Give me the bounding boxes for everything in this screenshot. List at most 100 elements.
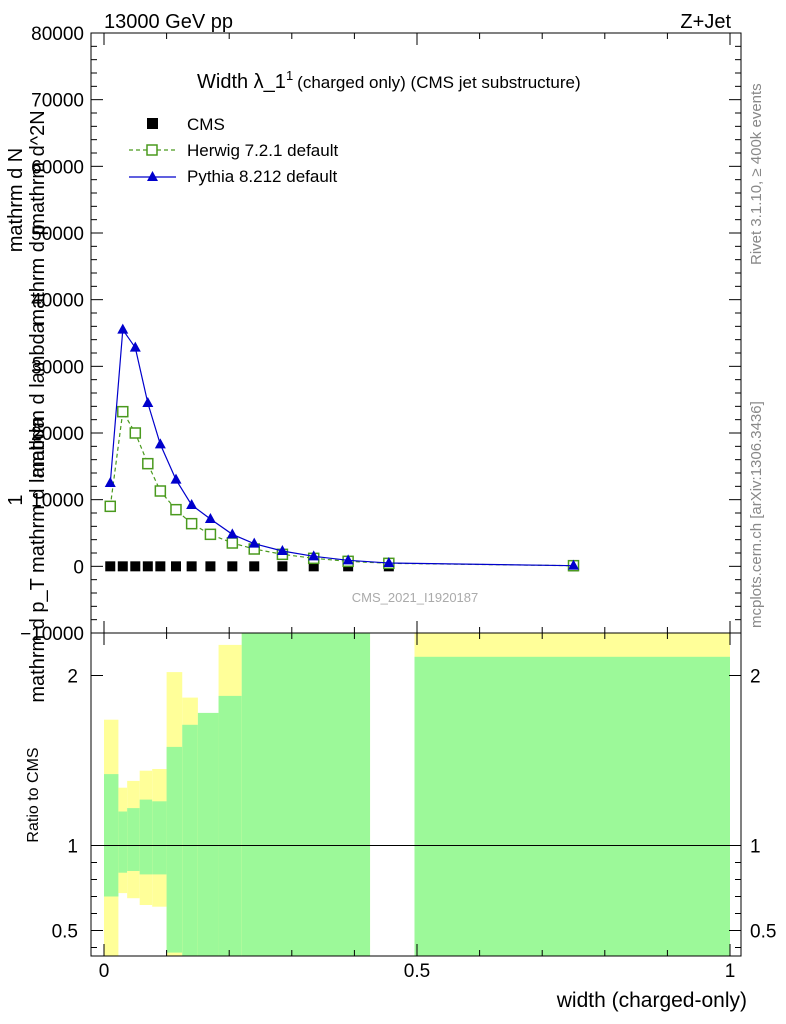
ratio-y-axis-label: Ratio to CMS xyxy=(25,747,42,842)
data-point-cms xyxy=(105,561,116,572)
data-point-cms xyxy=(130,561,141,572)
ratio-tick-label-left: 1 xyxy=(67,837,78,858)
data-point-herwig xyxy=(185,517,198,530)
ratio-y-tick-labels: 0.5 0.5 1 1 2 2 xyxy=(52,667,777,943)
data-point-cms xyxy=(277,561,288,572)
ratio-tick-label-right: 1 xyxy=(750,837,761,858)
ratio-ticks xyxy=(91,675,741,948)
title-superscript: 1 xyxy=(286,68,293,83)
data-point-pythia xyxy=(129,341,141,352)
data-point-herwig xyxy=(129,427,142,439)
ratio-bands xyxy=(104,633,730,956)
y-label-segment-2: mathrm d N xyxy=(5,148,27,252)
watermark: CMS_2021_I1920187 xyxy=(352,590,479,605)
data-point-cms xyxy=(142,561,153,572)
ratio-tick-label-right: 2 xyxy=(750,667,761,688)
x-tick-label: 0 xyxy=(99,961,110,982)
y-tick-label: 10000 xyxy=(31,491,84,512)
mcplots-label: mcplots.cern.ch [arXiv:1306.3436] xyxy=(748,401,765,628)
ratio-band-inner xyxy=(197,712,219,956)
main-y-tick-labels: −10000 0 10000 20000 30000 40000 50000 60000 700… xyxy=(20,24,84,645)
ratio-band-inner xyxy=(104,774,119,897)
title-rest: (charged only) (CMS jet substructure) xyxy=(297,73,580,92)
legend-pythia-marker xyxy=(147,171,158,181)
legend-pythia-label: Pythia 8.212 default xyxy=(187,167,338,186)
y-label-segment-4: mathrm d p xyxy=(27,224,49,325)
data-point-pythia xyxy=(383,557,395,567)
data-point-herwig xyxy=(117,405,129,418)
data-point-pythia xyxy=(154,438,166,449)
rivet-label: Rivet 3.1.10, ≥ 400k events xyxy=(748,83,765,265)
data-point-cms xyxy=(170,561,181,572)
data-point-herwig xyxy=(170,503,182,516)
main-panel: −10000 0 10000 20000 30000 40000 50000 60000 700… xyxy=(5,24,742,703)
legend-cms-marker xyxy=(147,118,158,129)
data-point-pythia xyxy=(568,559,579,570)
ratio-band-inner xyxy=(414,656,730,956)
x-ticks xyxy=(103,633,731,956)
title-main: Width λ_1 xyxy=(197,71,286,93)
ratio-tick-label-right: 0.5 xyxy=(750,922,776,943)
ratio-band-inner xyxy=(241,633,371,956)
ratio-band-inner xyxy=(152,801,167,875)
main-y-ticks xyxy=(91,32,741,634)
series-layer xyxy=(104,323,580,572)
x-tick-label: 0.5 xyxy=(404,961,430,982)
y-label-segment-6: mathrm d p_T mathrm d lambda xyxy=(27,416,49,702)
y-tick-label: 30000 xyxy=(31,357,84,378)
data-point-cms xyxy=(205,561,216,572)
data-point-herwig xyxy=(142,457,154,470)
x-tick-label: 1 xyxy=(725,961,736,982)
ratio-tick-label-left: 0.5 xyxy=(52,922,78,943)
data-point-pythia xyxy=(186,499,198,509)
x-tick-labels: 0 0.5 1 xyxy=(99,961,736,982)
data-point-pythia xyxy=(170,473,182,484)
data-point-herwig xyxy=(154,485,167,497)
series-line-herwig xyxy=(109,409,574,567)
chart-title: Width λ_11 (charged only) (CMS jet substr… xyxy=(197,68,581,93)
ratio-band-inner xyxy=(118,811,128,873)
y-tick-label: −10000 xyxy=(20,624,84,645)
data-point-cms xyxy=(155,561,166,572)
data-point-cms xyxy=(249,561,260,572)
y-tick-label: 60000 xyxy=(31,157,84,178)
legend-cms-label: CMS xyxy=(187,115,225,134)
legend: CMS Herwig 7.2.1 default Pythia 8.212 de… xyxy=(129,115,338,186)
data-point-pythia xyxy=(276,545,288,555)
main-y-axis-label: 1 mathrm d N mathrm d^2N mathrm d p math… xyxy=(5,110,49,702)
legend-herwig-label: Herwig 7.2.1 default xyxy=(187,141,338,160)
ratio-band-inner xyxy=(127,808,140,871)
ratio-band-inner xyxy=(218,695,242,956)
y-tick-label: 0 xyxy=(73,557,84,578)
data-point-pythia xyxy=(342,554,354,565)
ratio-tick-label-left: 2 xyxy=(67,667,78,688)
data-point-pythia xyxy=(308,550,320,561)
data-point-cms xyxy=(227,561,238,572)
data-point-cms xyxy=(186,561,197,572)
data-point-pythia xyxy=(226,528,238,539)
header-left: 13000 GeV pp xyxy=(104,11,233,33)
data-point-cms xyxy=(117,561,128,572)
ratio-frame xyxy=(90,632,742,957)
legend-herwig-marker xyxy=(146,144,158,156)
data-point-pythia xyxy=(104,477,116,487)
y-tick-label: 40000 xyxy=(31,291,84,312)
ratio-band-inner xyxy=(182,724,198,956)
data-point-pythia xyxy=(117,323,129,334)
y-label-segment-3: mathrm d^2N xyxy=(27,110,49,229)
ratio-band-inner xyxy=(139,799,153,875)
y-tick-label: 70000 xyxy=(31,91,84,112)
header-right: Z+Jet xyxy=(680,11,731,33)
ratio-band-inner xyxy=(166,746,183,953)
data-point-pythia xyxy=(142,397,154,407)
ratio-panel: 0.5 0.51 12 2 0 0.5 1 Ratio to CMS width (cha… xyxy=(25,632,777,1012)
data-point-pythia xyxy=(204,513,216,523)
y-label-segment-1: 1 xyxy=(5,494,27,505)
y-label-segment-5: mathrm d lambda xyxy=(27,321,49,477)
data-point-pythia xyxy=(248,537,260,548)
x-axis-label: width (charged-only) xyxy=(556,989,747,1012)
y-tick-label: 20000 xyxy=(31,424,84,445)
data-point-herwig xyxy=(104,500,117,513)
data-point-herwig xyxy=(204,528,217,541)
